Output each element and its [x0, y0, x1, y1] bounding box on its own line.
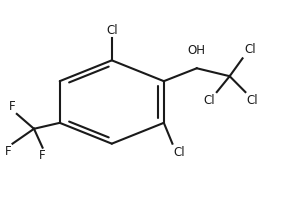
Text: Cl: Cl [174, 146, 185, 159]
Text: F: F [9, 100, 15, 113]
Text: F: F [39, 149, 46, 162]
Text: Cl: Cl [204, 94, 215, 107]
Text: Cl: Cl [244, 43, 256, 56]
Text: Cl: Cl [247, 94, 258, 107]
Text: Cl: Cl [106, 23, 118, 37]
Text: OH: OH [188, 44, 206, 57]
Text: F: F [4, 145, 11, 158]
